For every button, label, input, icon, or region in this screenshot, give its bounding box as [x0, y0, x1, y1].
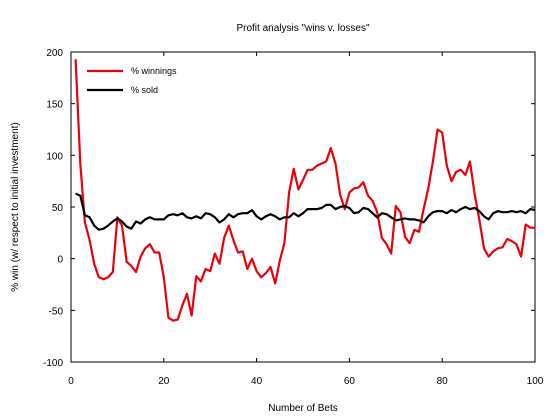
y-tick-label: 0: [57, 255, 63, 266]
axis-ticks: 0 20 40 60 80 100 -100 -50 0 50 100 150 200: [43, 48, 544, 387]
y-axis-label: % win (w/ respect to initial investment): [10, 122, 21, 292]
series-line-0: [74, 59, 535, 322]
x-axis-label: Number of Bets: [268, 403, 337, 414]
x-tick-label: 60: [344, 376, 356, 387]
x-tick-label: 20: [158, 376, 170, 387]
legend-label-1: % sold: [131, 85, 158, 95]
y-tick-label: -100: [43, 358, 63, 369]
legend: % winnings % sold: [87, 66, 177, 95]
chart-title: Profit analysis "wins v. losses": [236, 23, 370, 34]
y-tick-label: -50: [49, 306, 64, 317]
y-tick-label: 150: [46, 100, 63, 111]
y-tick-label: 200: [46, 48, 63, 59]
series-lines: [74, 59, 536, 322]
x-tick-label: 100: [527, 376, 544, 387]
y-tick-label: 50: [52, 203, 64, 214]
x-tick-label: 80: [437, 376, 449, 387]
legend-label-0: % winnings: [131, 66, 177, 76]
x-tick-label: 0: [68, 376, 74, 387]
x-tick-label: 40: [251, 376, 263, 387]
y-tick-label: 100: [46, 151, 63, 162]
series-line-1: [75, 192, 536, 231]
